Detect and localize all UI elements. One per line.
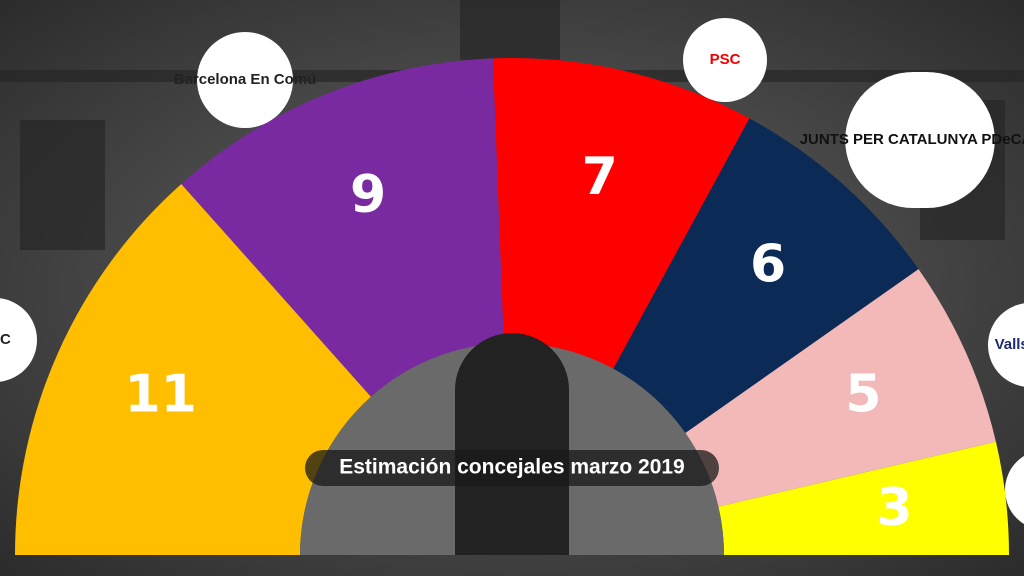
title-box <box>305 450 719 486</box>
party-name: Barcelona En Comú <box>174 71 317 88</box>
seat-label: 11 <box>124 365 196 425</box>
party-logo <box>683 18 767 102</box>
door <box>455 333 569 555</box>
party-logo <box>1005 455 1024 525</box>
seat-label: 7 <box>582 147 618 207</box>
party-name: ERC <box>0 331 11 348</box>
seat-segment <box>492 58 750 369</box>
seat-segment <box>181 58 504 397</box>
party-name: JUNTS PER CATALUNYA PDeCAT <box>800 131 1024 148</box>
party-logo <box>845 72 995 208</box>
party-logo <box>0 298 37 382</box>
seat-segment <box>685 269 996 507</box>
seat-label: 5 <box>845 365 881 425</box>
party-logo <box>197 32 293 128</box>
party-logo <box>988 303 1024 387</box>
seat-segment <box>718 441 1009 555</box>
seat-segment <box>15 183 371 555</box>
party-name: PSC <box>710 51 741 68</box>
seat-segment <box>613 118 919 434</box>
seat-label: 3 <box>876 478 912 538</box>
seat-label: 6 <box>750 235 786 295</box>
party-name: Valls BCN <box>995 336 1024 353</box>
seat-label: 9 <box>350 165 386 225</box>
chart-title: Estimación concejales marzo 2019 <box>339 456 685 479</box>
